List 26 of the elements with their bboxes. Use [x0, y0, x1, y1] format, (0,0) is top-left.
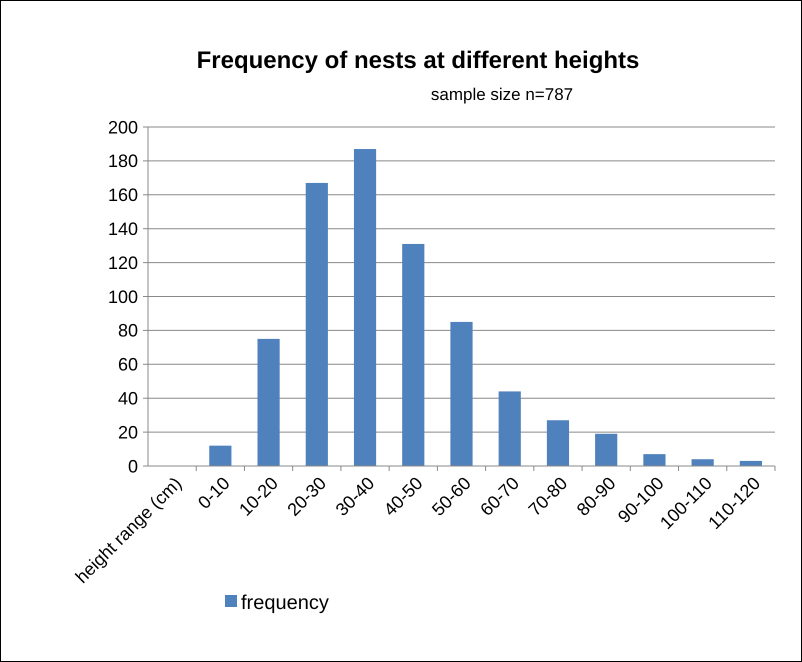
bar	[546, 420, 570, 466]
bar	[643, 454, 666, 466]
y-tick-label: 180	[108, 151, 138, 172]
y-tick-label: 0	[128, 456, 138, 476]
bar	[692, 459, 714, 466]
y-tick-label: 60	[118, 354, 138, 375]
y-tick-label: 100	[108, 286, 138, 307]
y-tick-label: 160	[108, 185, 138, 206]
chart-title: Frequency of nests at different heights	[196, 47, 640, 74]
bar	[402, 244, 424, 466]
bar	[209, 446, 232, 466]
bar	[498, 391, 521, 466]
y-tick-label: 20	[118, 422, 138, 442]
chart-subtitle: sample size n=787	[430, 85, 574, 104]
y-tick-label: 40	[118, 388, 138, 408]
bar	[257, 338, 280, 466]
legend-label: frequency	[241, 592, 329, 614]
y-tick-label: 80	[118, 320, 138, 341]
bar	[306, 182, 328, 466]
bar	[595, 434, 618, 466]
x-tick-label: 0-10	[194, 473, 234, 513]
y-tick-label: 140	[108, 219, 138, 239]
y-tick-label: 200	[108, 117, 138, 138]
y-tick-label: 120	[108, 252, 138, 273]
bar	[450, 322, 473, 466]
bar	[354, 149, 376, 466]
